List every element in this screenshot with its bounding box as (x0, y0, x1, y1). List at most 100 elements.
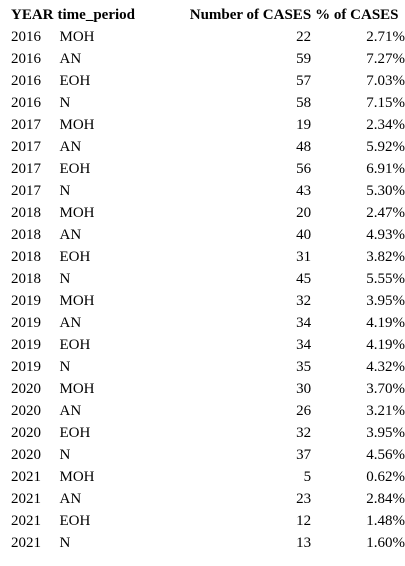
cell-year: 2021 (11, 468, 41, 485)
cases-table: YEAR time_period Number of CASES % of CA… (9, 4, 405, 554)
table-body: 2016 MOH 22 2.71% 2016 AN 59 7.27% 2016 EOH 57 7.03… (9, 26, 405, 554)
cell-percent-of-cases: 4.32% (366, 358, 405, 375)
table-row: 2020 MOH 30 3.70% (9, 378, 405, 400)
cell-percent-of-cases: 7.15% (366, 94, 405, 111)
header-number-of-cases: Number of CASES (189, 6, 312, 23)
cell-percent-of-cases: 2.71% (366, 28, 405, 45)
table-row: 2020 N 37 4.56% (9, 444, 405, 466)
cell-number-of-cases: 26 (296, 402, 312, 419)
table-row: 2016 MOH 22 2.71% (9, 26, 405, 48)
table-row: 2018 MOH 20 2.47% (9, 202, 405, 224)
table-row: 2018 N 45 5.55% (9, 268, 405, 290)
table-row: 2016 N 58 7.15% (9, 92, 405, 114)
cell-time-period: EOH (59, 512, 91, 529)
cell-year: 2018 (11, 226, 41, 243)
table-row: 2021 AN 23 2.84% (9, 488, 405, 510)
cell-number-of-cases: 37 (296, 446, 312, 463)
cell-percent-of-cases: 4.56% (366, 446, 405, 463)
cell-number-of-cases: 35 (296, 358, 312, 375)
cell-year: 2020 (11, 424, 41, 441)
table-row: 2017 EOH 56 6.91% (9, 158, 405, 180)
table-row: 2019 N 35 4.32% (9, 356, 405, 378)
cell-number-of-cases: 12 (296, 512, 312, 529)
cell-number-of-cases: 19 (296, 116, 312, 133)
cell-time-period: EOH (59, 160, 91, 177)
cell-year: 2017 (11, 138, 41, 155)
cell-time-period: EOH (59, 248, 91, 265)
cell-year: 2018 (11, 270, 41, 287)
cell-number-of-cases: 30 (296, 380, 312, 397)
cell-percent-of-cases: 5.55% (366, 270, 405, 287)
cell-year: 2018 (11, 204, 41, 221)
cell-year: 2016 (11, 72, 41, 89)
cell-time-period: N (59, 446, 71, 463)
cell-percent-of-cases: 6.91% (366, 160, 405, 177)
header-year: YEAR (11, 6, 54, 23)
cell-percent-of-cases: 2.47% (366, 204, 405, 221)
cell-time-period: AN (59, 226, 82, 243)
cell-year: 2019 (11, 358, 41, 375)
cell-number-of-cases: 58 (296, 94, 312, 111)
table-row: 2017 AN 48 5.92% (9, 136, 405, 158)
cell-time-period: N (59, 534, 71, 551)
cell-time-period: N (59, 358, 71, 375)
cell-time-period: MOH (59, 204, 95, 221)
cell-year: 2018 (11, 248, 41, 265)
cell-percent-of-cases: 3.95% (366, 424, 405, 441)
cell-percent-of-cases: 1.60% (366, 534, 405, 551)
cell-time-period: MOH (59, 116, 95, 133)
cell-time-period: EOH (59, 424, 91, 441)
table-row: 2020 EOH 32 3.95% (9, 422, 405, 444)
cell-number-of-cases: 34 (296, 314, 312, 331)
cell-number-of-cases: 43 (296, 182, 312, 199)
cell-number-of-cases: 32 (296, 292, 312, 309)
cell-number-of-cases: 5 (303, 468, 312, 485)
cell-number-of-cases: 34 (296, 336, 312, 353)
cell-number-of-cases: 57 (296, 72, 312, 89)
header-row: YEAR time_period Number of CASES % of CA… (9, 4, 405, 26)
cell-time-period: N (59, 270, 71, 287)
cell-year: 2017 (11, 116, 41, 133)
table-row: 2017 N 43 5.30% (9, 180, 405, 202)
cell-year: 2020 (11, 380, 41, 397)
cell-number-of-cases: 31 (296, 248, 312, 265)
cell-number-of-cases: 23 (296, 490, 312, 507)
table-row: 2020 AN 26 3.21% (9, 400, 405, 422)
cell-time-period: MOH (59, 292, 95, 309)
table-row: 2018 AN 40 4.93% (9, 224, 405, 246)
cell-time-period: AN (59, 314, 82, 331)
cell-year: 2016 (11, 94, 41, 111)
cell-number-of-cases: 56 (296, 160, 312, 177)
cell-year: 2017 (11, 182, 41, 199)
cell-number-of-cases: 59 (296, 50, 312, 67)
cell-percent-of-cases: 3.70% (366, 380, 405, 397)
cell-time-period: EOH (59, 336, 91, 353)
table-row: 2018 EOH 31 3.82% (9, 246, 405, 268)
cell-time-period: MOH (59, 380, 95, 397)
cell-percent-of-cases: 3.95% (366, 292, 405, 309)
cell-time-period: AN (59, 138, 82, 155)
cell-year: 2017 (11, 160, 41, 177)
table-row: 2016 EOH 57 7.03% (9, 70, 405, 92)
cell-number-of-cases: 22 (296, 28, 312, 45)
cell-number-of-cases: 48 (296, 138, 312, 155)
cell-time-period: AN (59, 50, 82, 67)
cell-percent-of-cases: 1.48% (366, 512, 405, 529)
table-row: 2019 EOH 34 4.19% (9, 334, 405, 356)
table-row: 2021 EOH 12 1.48% (9, 510, 405, 532)
cell-year: 2021 (11, 534, 41, 551)
table-row: 2021 MOH 5 0.62% (9, 466, 405, 488)
table-header: YEAR time_period Number of CASES % of CA… (9, 4, 405, 26)
cell-percent-of-cases: 0.62% (366, 468, 405, 485)
cell-year: 2019 (11, 336, 41, 353)
cell-year: 2021 (11, 490, 41, 507)
cell-time-period: EOH (59, 72, 91, 89)
table-row: 2019 MOH 32 3.95% (9, 290, 405, 312)
cell-year: 2021 (11, 512, 41, 529)
cell-percent-of-cases: 4.19% (366, 314, 405, 331)
cell-time-period: AN (59, 402, 82, 419)
cell-number-of-cases: 20 (296, 204, 312, 221)
cell-time-period: MOH (59, 468, 95, 485)
cell-percent-of-cases: 5.30% (366, 182, 405, 199)
header-percent-of-cases: % of CASES (315, 6, 399, 23)
